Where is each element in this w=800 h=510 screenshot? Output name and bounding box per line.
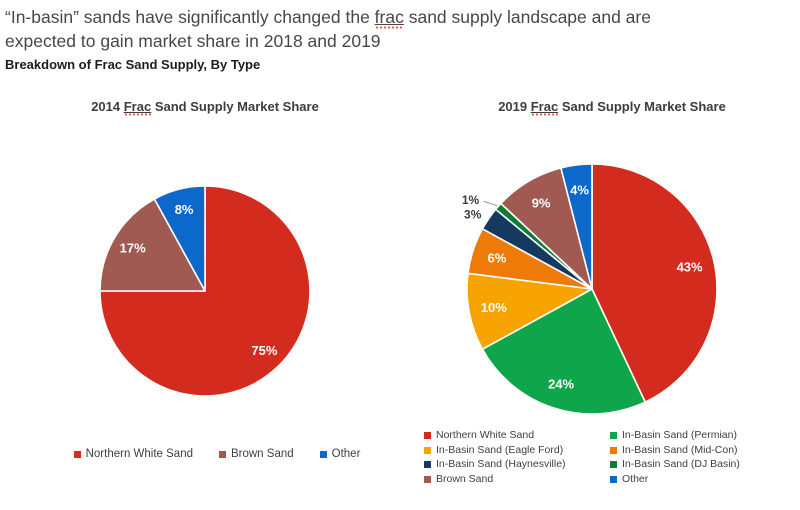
pie-slice-northern-white-sand <box>591 163 718 403</box>
legend-item-in-basin-sand-dj-basin: In-Basin Sand (DJ Basin) <box>610 458 740 472</box>
legend-swatch-icon <box>610 475 617 483</box>
pie-slice-in-basin-sand-eagle-ford <box>466 272 593 351</box>
legend-label: In-Basin Sand (Eagle Ford) <box>436 443 564 456</box>
legend-item-in-basin-sand-haynesville: In-Basin Sand (Haynesville) <box>424 458 610 472</box>
legend-swatch-icon <box>424 461 431 469</box>
slice-label-in-basin-sand-permian: 24% <box>548 377 574 392</box>
legend-label: Other <box>622 472 649 485</box>
slice-label-northern-white-sand: 75% <box>251 343 277 358</box>
pie-slice-other <box>153 185 206 292</box>
label-leader-line <box>483 200 498 207</box>
title-text-segment: sand supply landscape and are <box>403 7 651 27</box>
chart-title-2014: 2014 Frac Sand Supply Market Share <box>40 99 370 116</box>
pie-slice-brown-sand <box>99 198 206 292</box>
legend-swatch-icon <box>319 450 327 458</box>
legend-2014: Northern White Sand Brown Sand Other <box>52 448 382 460</box>
slice-label-brown-sand: 17% <box>120 241 146 256</box>
legend-label: In-Basin Sand (Haynesville) <box>436 458 566 470</box>
slice-label-in-basin-sand-haynesville: 3% <box>464 207 482 221</box>
slice-label-in-basin-sand-dj-basin: 1% <box>462 193 480 207</box>
page-title-line1: “In-basin” sands have significantly chan… <box>5 5 651 29</box>
section-subtitle: Breakdown of Frac Sand Supply, By Type <box>5 57 261 72</box>
legend-item-other: Other <box>319 448 361 460</box>
chart-title-misspelled-word: Frac <box>123 99 152 116</box>
legend-item-in-basin-sand-permian: In-Basin Sand (Permian) <box>610 429 740 443</box>
chart-title-segment: Sand Supply Market Share <box>558 99 726 114</box>
legend-label: Other <box>331 448 361 460</box>
legend-swatch-icon <box>218 450 226 458</box>
legend-item-in-basin-sand-mid-con: In-Basin Sand (Mid-Con) <box>610 444 740 458</box>
slice-label-northern-white-sand: 43% <box>677 260 703 275</box>
legend-swatch-icon <box>610 432 617 440</box>
chart-title-segment: 2019 <box>498 99 531 114</box>
slice-label-in-basin-sand-eagle-ford: 10% <box>481 300 507 315</box>
legend-item-northern-white-sand: Northern White Sand <box>73 448 193 460</box>
pie-chart-2014: 75% 17% 8% <box>99 185 311 397</box>
slice-label-other: 8% <box>175 202 194 217</box>
chart-title-segment: 2014 <box>91 99 124 114</box>
legend-swatch-icon <box>610 446 617 454</box>
slice-label-in-basin-sand-mid-con: 6% <box>488 251 507 266</box>
slice-label-brown-sand: 9% <box>532 195 551 210</box>
chart-title-misspelled-word: Frac <box>530 99 559 116</box>
chart-title-segment: Sand Supply Market Share <box>151 99 319 114</box>
legend-swatch-icon <box>73 450 81 458</box>
pie-slice-in-basin-sand-permian <box>481 288 647 415</box>
title-text-segment: “In-basin” sands have significantly chan… <box>5 7 375 27</box>
chart-title-2019: 2019 Frac Sand Supply Market Share <box>447 99 777 116</box>
legend-item-in-basin-sand-eagle-ford: In-Basin Sand (Eagle Ford) <box>424 444 610 458</box>
legend-2019: Northern White Sand In-Basin Sand (Permia… <box>424 429 740 486</box>
title-misspelled-word: frac <box>374 7 404 29</box>
legend-item-brown-sand: Brown Sand <box>218 448 294 460</box>
legend-label: Brown Sand <box>436 472 494 485</box>
legend-swatch-icon <box>424 432 431 440</box>
legend-item-northern-white-sand: Northern White Sand <box>424 429 610 443</box>
legend-item-other: Other <box>610 473 740 487</box>
legend-swatch-icon <box>424 446 431 454</box>
legend-label: Brown Sand <box>230 448 294 460</box>
legend-label: Northern White Sand <box>436 429 535 441</box>
legend-label: In-Basin Sand (Mid-Con) <box>622 443 738 456</box>
slice-label-other: 4% <box>570 182 589 197</box>
pie-slice-other <box>560 163 593 290</box>
page-title: “In-basin” sands have significantly chan… <box>5 5 651 53</box>
legend-swatch-icon <box>610 461 617 469</box>
pie-slice-northern-white-sand <box>99 185 311 397</box>
legend-label: Northern White Sand <box>85 448 193 460</box>
legend-item-brown-sand: Brown Sand <box>424 473 610 487</box>
page-title-line2: expected to gain market share in 2018 an… <box>5 31 381 51</box>
legend-swatch-icon <box>424 475 431 483</box>
legend-label: In-Basin Sand (DJ Basin) <box>622 458 740 470</box>
pie-chart-2019: 43% 24% 10% 6% 3%1% 9% 4% <box>462 163 718 415</box>
legend-label: In-Basin Sand (Permian) <box>622 429 737 441</box>
